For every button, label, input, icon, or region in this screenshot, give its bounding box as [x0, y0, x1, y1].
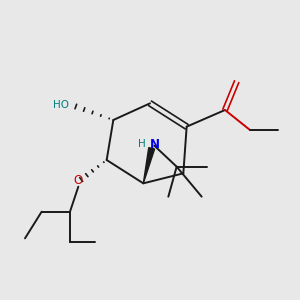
- Text: HO: HO: [53, 100, 69, 110]
- Polygon shape: [143, 148, 155, 183]
- Text: O: O: [74, 173, 83, 187]
- Text: H: H: [138, 139, 146, 149]
- Text: N: N: [150, 138, 160, 151]
